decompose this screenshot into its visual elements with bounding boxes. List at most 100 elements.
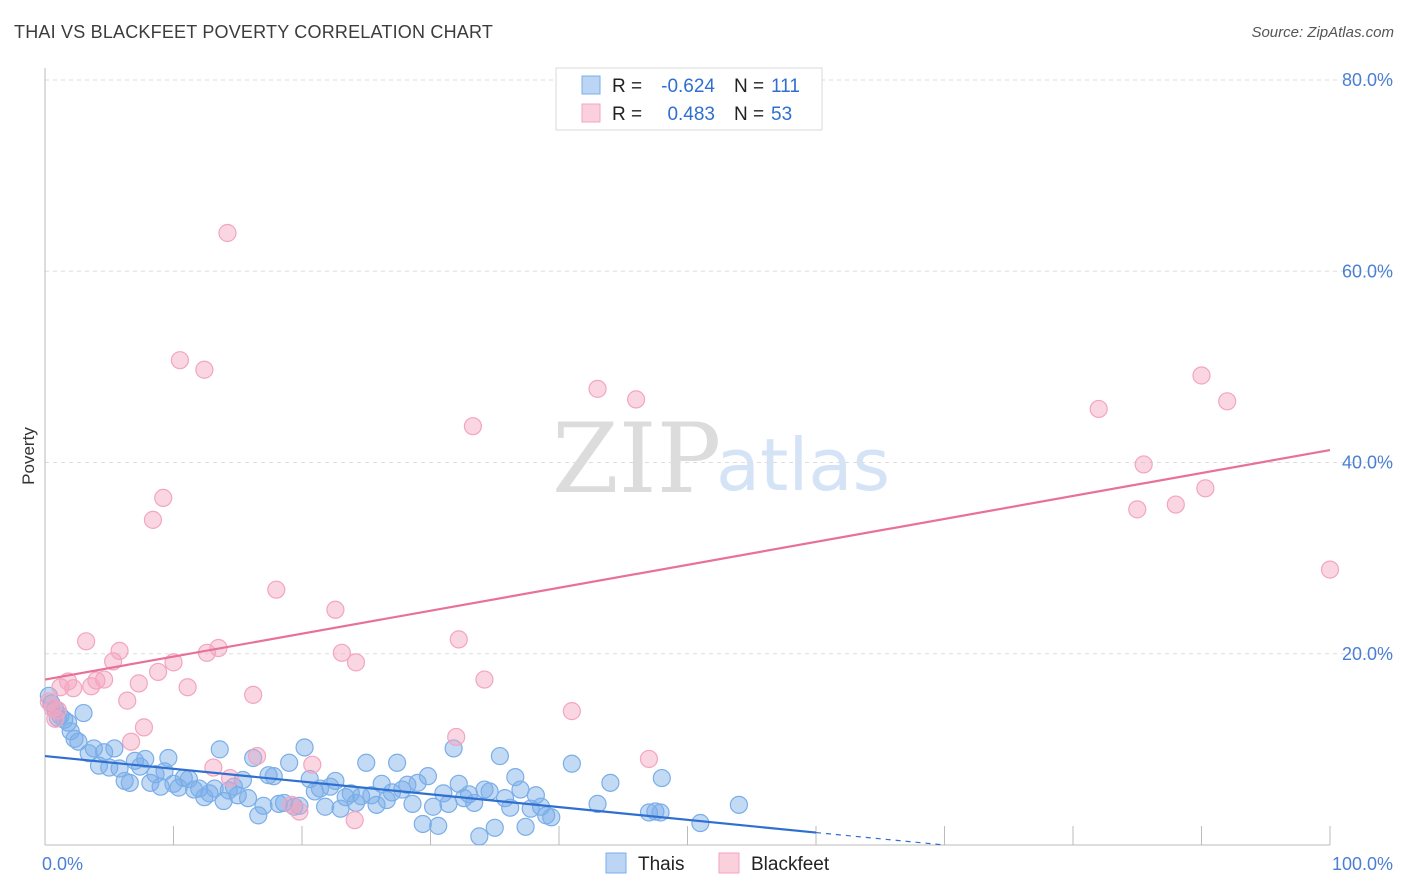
blackfeet-point xyxy=(1089,399,1108,419)
legend-thais-swatch xyxy=(605,852,627,874)
thais-point xyxy=(470,827,489,846)
thais-point xyxy=(326,771,345,791)
blackfeet-point xyxy=(178,678,197,697)
blackfeet-point xyxy=(290,802,309,821)
trendlines xyxy=(44,448,1331,846)
thais-point xyxy=(269,794,288,813)
y-axis-title: Poverty xyxy=(19,427,38,485)
thais-point xyxy=(341,784,360,803)
blackfeet-point xyxy=(195,360,214,379)
gridlines xyxy=(45,79,1392,655)
thais-point xyxy=(184,780,204,799)
blackfeet-point xyxy=(1192,366,1211,385)
thais-point xyxy=(444,739,463,758)
blackfeet-n-label: N = xyxy=(734,104,764,125)
thais-trendline xyxy=(44,754,817,834)
thais-point xyxy=(249,806,268,825)
thais-point xyxy=(264,767,283,786)
blackfeet-point xyxy=(244,685,263,704)
watermark-atlas: atlas xyxy=(716,423,890,507)
thais-point xyxy=(136,749,155,769)
y-tick-label: 20.0% xyxy=(1342,644,1393,664)
thais-point xyxy=(141,773,160,792)
thais-n-value: 111 xyxy=(771,76,800,97)
blackfeet-point xyxy=(121,732,141,751)
blackfeet-r-label: R = xyxy=(612,104,642,125)
thais-point xyxy=(321,777,340,796)
thais-point xyxy=(729,795,749,814)
blackfeet-point xyxy=(1128,500,1147,519)
thais-point xyxy=(295,738,314,757)
blackfeet-swatch xyxy=(581,103,601,123)
thais-point xyxy=(429,816,448,835)
thais-point xyxy=(403,794,422,813)
thais-point xyxy=(69,732,88,751)
thais-point xyxy=(280,753,299,772)
source-label: Source: ZipAtlas.com xyxy=(1251,24,1394,41)
blackfeet-point xyxy=(48,701,67,720)
blackfeet-point xyxy=(87,671,106,690)
chart-title: THAI VS BLACKFEET POVERTY CORRELATION CH… xyxy=(14,22,494,42)
series-legend: Thais Blackfeet xyxy=(605,852,830,875)
thais-point xyxy=(542,808,561,827)
thais-swatch xyxy=(581,75,601,95)
blackfeet-point xyxy=(247,746,267,766)
blackfeet-point xyxy=(639,749,659,769)
blackfeet-point xyxy=(303,755,322,774)
blackfeet-point xyxy=(154,488,173,507)
thais-point xyxy=(210,740,229,759)
blackfeet-r-value: 0.483 xyxy=(667,104,715,125)
thais-point xyxy=(205,779,224,798)
y-tick-label: 40.0% xyxy=(1342,453,1393,473)
thais-point xyxy=(485,818,504,837)
blackfeet-point xyxy=(326,600,345,619)
blackfeet-point xyxy=(1218,392,1237,411)
blackfeet-trendline xyxy=(44,448,1331,681)
blackfeet-point xyxy=(220,768,240,788)
blackfeet-point xyxy=(332,643,351,662)
thais-r-value: -0.624 xyxy=(661,76,715,97)
blackfeet-n-value: 53 xyxy=(771,104,792,125)
legend-blackfeet-swatch xyxy=(718,852,740,874)
stats-legend: R = -0.624 N = 111 R = 0.483 N = 53 xyxy=(555,67,823,131)
thais-point xyxy=(480,782,499,801)
thais-point xyxy=(238,789,258,808)
legend-blackfeet-label: Blackfeet xyxy=(751,854,830,875)
blackfeet-point xyxy=(267,580,286,599)
thais-point xyxy=(290,796,309,815)
blackfeet-point xyxy=(110,641,129,660)
thais-point xyxy=(588,794,607,813)
blackfeet-point xyxy=(64,679,83,698)
thais-point xyxy=(691,813,710,833)
thais-point xyxy=(120,773,139,792)
thais-point xyxy=(490,746,509,766)
blackfeet-point xyxy=(345,811,364,830)
thais-point xyxy=(516,817,535,836)
thais-trendline-extension xyxy=(815,831,945,846)
thais-point xyxy=(84,739,103,758)
blackfeet-point xyxy=(447,727,466,747)
thais-point xyxy=(511,780,530,799)
y-tick-label: 80.0% xyxy=(1342,70,1393,90)
blackfeet-point xyxy=(1320,560,1340,579)
x-ticks xyxy=(44,826,1331,845)
legend-thais-label: Thais xyxy=(638,854,684,875)
thais-point xyxy=(316,797,335,816)
blackfeet-point xyxy=(118,691,137,710)
thais-point xyxy=(418,767,438,786)
y-tick-label: 60.0% xyxy=(1342,261,1393,281)
blackfeet-point xyxy=(218,223,237,243)
blackfeet-point xyxy=(77,632,96,651)
series-blackfeet-points xyxy=(39,223,1340,830)
watermark-zip: ZIP xyxy=(552,403,721,515)
blackfeet-point xyxy=(463,417,483,436)
thais-point xyxy=(439,794,458,813)
thais-point xyxy=(601,773,620,792)
blackfeet-point xyxy=(346,653,366,672)
blackfeet-point xyxy=(148,662,168,682)
blackfeet-point xyxy=(129,674,148,693)
thais-point xyxy=(367,795,386,814)
thais-point xyxy=(408,773,427,792)
x-tick-min: 0.0% xyxy=(42,854,83,874)
blackfeet-point xyxy=(143,510,163,529)
